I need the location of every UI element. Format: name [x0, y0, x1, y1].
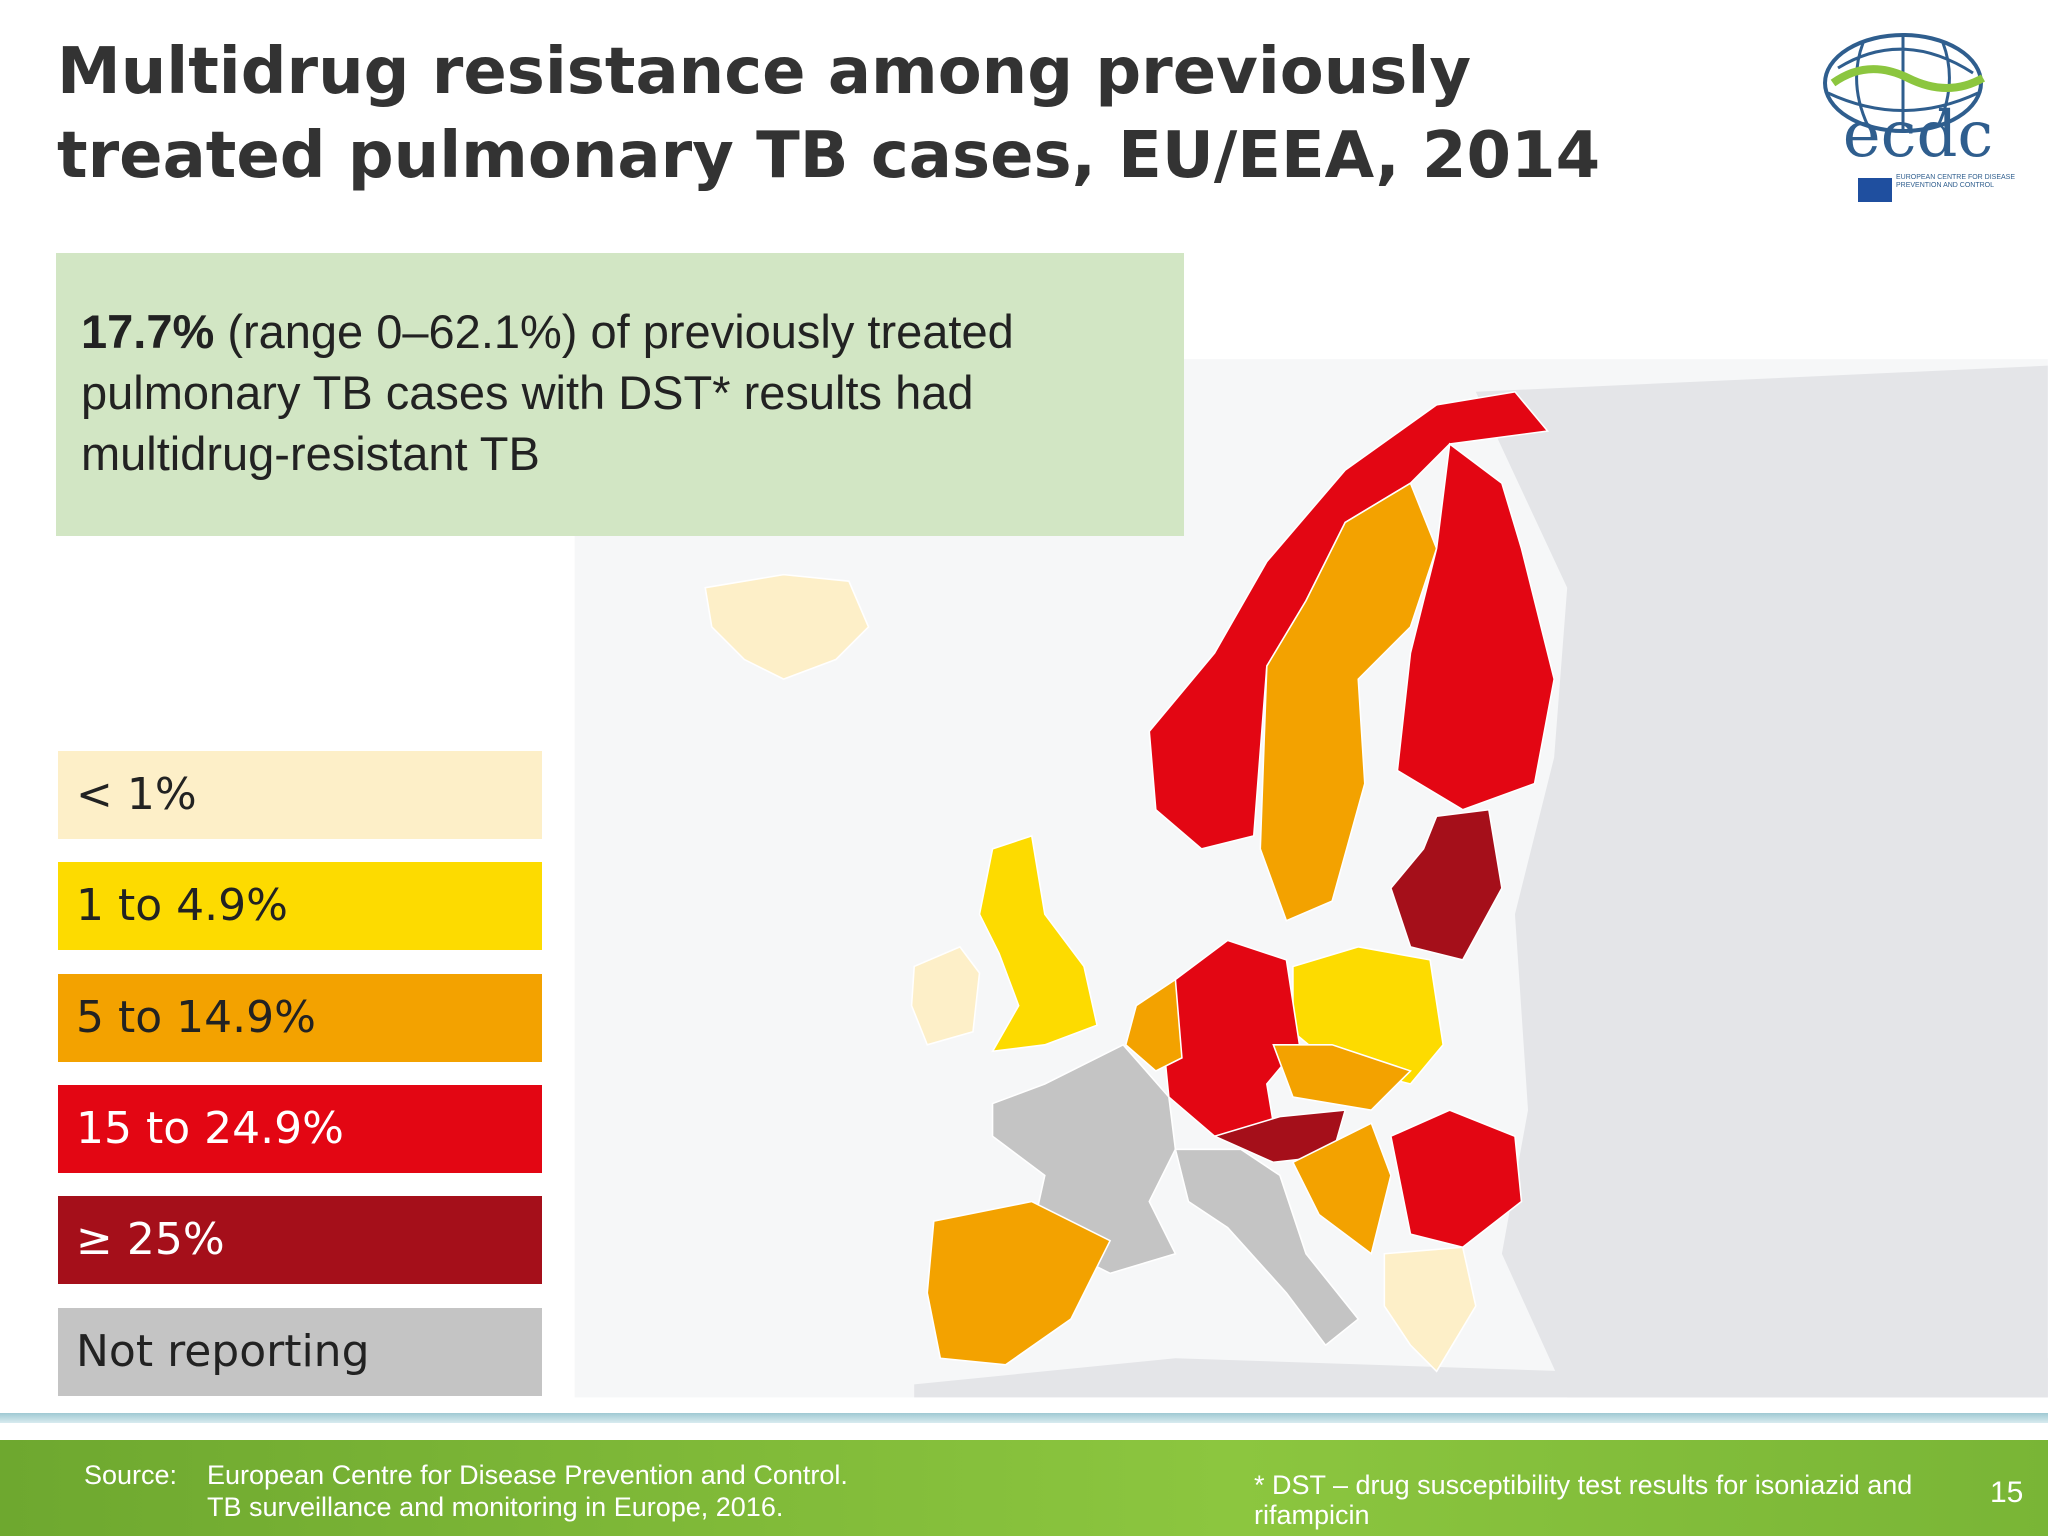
country: [1396, 442, 1555, 811]
source-line: TB surveillance and monitoring in Europe…: [207, 1492, 784, 1522]
logo-text: ecdc: [1843, 98, 1994, 172]
legend-item: 15 to 24.9%: [58, 1084, 542, 1173]
country: [910, 945, 981, 1046]
country: [1174, 1148, 1360, 1347]
title-line: treated pulmonary TB cases, EU/EEA, 2014: [57, 119, 1601, 193]
footnote: * DST – drug susceptibility test results…: [1254, 1470, 1913, 1530]
legend-item: ≥ 25%: [58, 1196, 542, 1285]
page-number: 15: [1990, 1476, 2024, 1509]
legend-item: Not reporting: [58, 1307, 542, 1396]
country: [926, 1200, 1112, 1366]
land: [914, 1358, 2048, 1398]
country: [1148, 390, 1550, 850]
country: [1272, 1044, 1412, 1111]
legend-item: 1 to 4.9%: [58, 862, 542, 951]
title-line: Multidrug resistance among previously: [57, 35, 1472, 109]
country: [1383, 1246, 1477, 1373]
legend-item: 5 to 14.9%: [58, 973, 542, 1062]
country: [978, 834, 1098, 1053]
logo-graphic: ecdc EUROPEAN CENTRE FOR DISEASE PREVENT…: [1823, 33, 2016, 202]
key-figure: 17.7%: [81, 305, 215, 358]
logo: ecdc EUROPEAN CENTRE FOR DISEASE PREVENT…: [1808, 28, 2018, 208]
country: [1124, 978, 1183, 1072]
footer-divider: [0, 1413, 2048, 1423]
logo-subtext: EUROPEAN CENTRE FOR DISEASE PREVENTION A…: [1896, 174, 2016, 189]
slide-title: Multidrug resistance among previously tr…: [57, 30, 1600, 198]
countries: [704, 390, 1555, 1373]
country: [1291, 1122, 1392, 1256]
land: [1475, 365, 2048, 1398]
key-finding-text: (range 0–62.1%) of previously treated pu…: [81, 305, 1014, 480]
footer: Source: European Centre for Disease Prev…: [0, 1440, 2048, 1536]
country: [1212, 1109, 1347, 1164]
country: [1259, 482, 1438, 922]
country: [1389, 1109, 1523, 1249]
source-line: European Centre for Disease Prevention a…: [207, 1460, 848, 1490]
legend-item: < 1%: [58, 751, 542, 839]
source-label: Source:: [84, 1460, 178, 1490]
country: [704, 573, 870, 680]
country: [1390, 808, 1503, 961]
key-finding: 17.7% (range 0–62.1%) of previously trea…: [56, 253, 1184, 536]
